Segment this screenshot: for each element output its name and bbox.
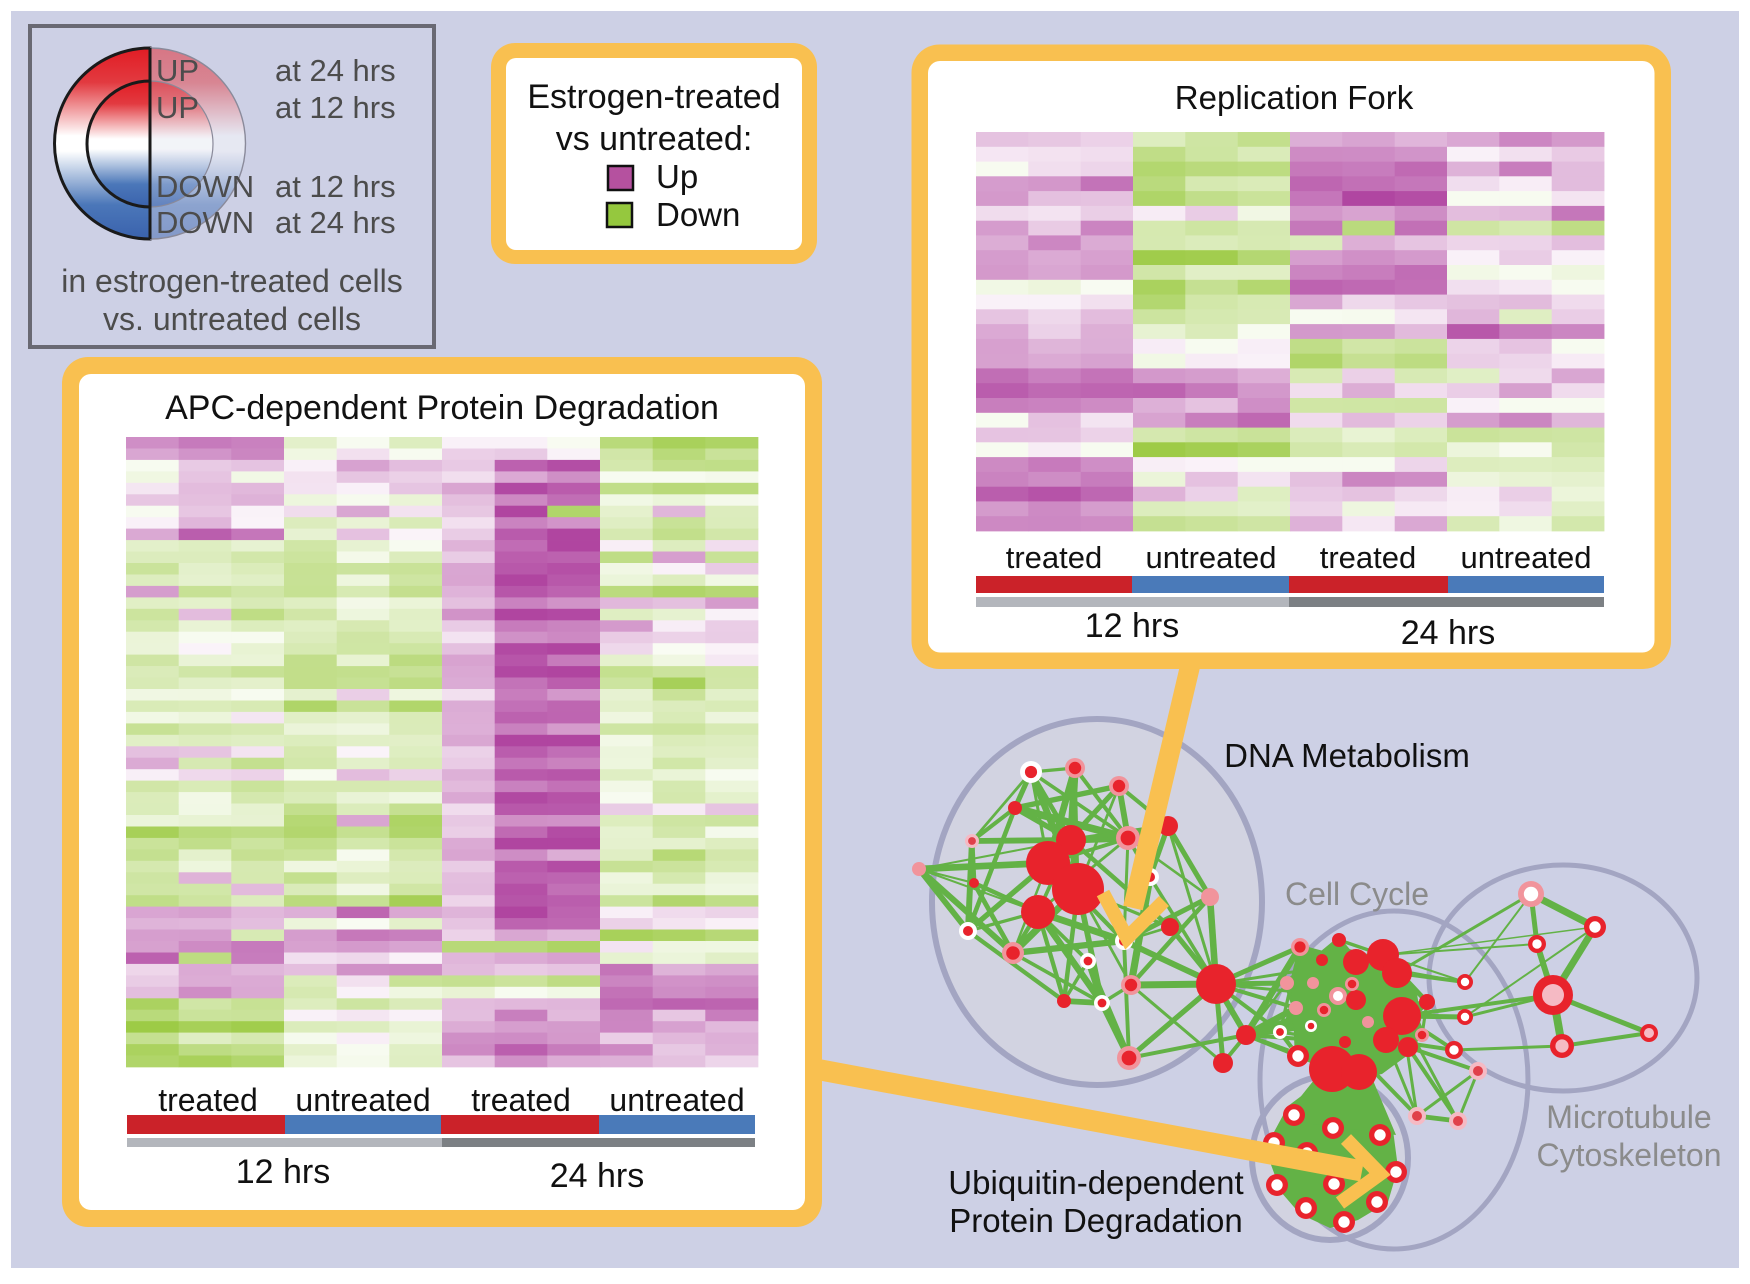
svg-text:DOWN: DOWN [156,169,254,204]
svg-text:Replication Fork: Replication Fork [1175,79,1414,116]
svg-text:in estrogen-treated cells: in estrogen-treated cells [61,263,403,299]
svg-text:untreated: untreated [609,1082,744,1118]
svg-text:DOWN: DOWN [156,205,254,240]
svg-text:untreated: untreated [1146,540,1277,575]
svg-text:Cell Cycle: Cell Cycle [1285,876,1429,912]
svg-text:treated: treated [1320,540,1417,575]
svg-text:Protein Degradation: Protein Degradation [949,1202,1243,1239]
svg-text:12 hrs: 12 hrs [236,1153,331,1191]
svg-text:untreated: untreated [295,1082,430,1118]
svg-text:12 hrs: 12 hrs [1085,607,1180,645]
svg-text:UP: UP [156,90,199,125]
svg-text:treated: treated [1006,540,1103,575]
svg-text:Down: Down [656,196,740,233]
svg-text:APC-dependent Protein Degradat: APC-dependent Protein Degradation [165,389,719,427]
svg-text:Ubiquitin-dependent: Ubiquitin-dependent [948,1164,1243,1201]
svg-text:Up: Up [656,158,698,195]
svg-text:at 24 hrs: at 24 hrs [275,53,396,88]
svg-text:vs. untreated cells: vs. untreated cells [103,301,361,337]
svg-text:Estrogen-treated: Estrogen-treated [527,78,780,116]
svg-text:treated: treated [158,1082,258,1118]
svg-text:at 12 hrs: at 12 hrs [275,90,396,125]
svg-text:24 hrs: 24 hrs [1401,614,1496,652]
svg-text:at 24 hrs: at 24 hrs [275,205,396,240]
svg-text:untreated: untreated [1461,540,1592,575]
svg-text:at 12 hrs: at 12 hrs [275,169,396,204]
svg-text:Cytoskeleton: Cytoskeleton [1537,1137,1722,1173]
svg-text:DNA Metabolism: DNA Metabolism [1224,737,1470,774]
svg-text:UP: UP [156,53,199,88]
svg-text:24 hrs: 24 hrs [550,1157,645,1195]
svg-text:treated: treated [471,1082,571,1118]
svg-text:Microtubule: Microtubule [1546,1099,1711,1135]
svg-text:vs untreated:: vs untreated: [556,120,753,158]
